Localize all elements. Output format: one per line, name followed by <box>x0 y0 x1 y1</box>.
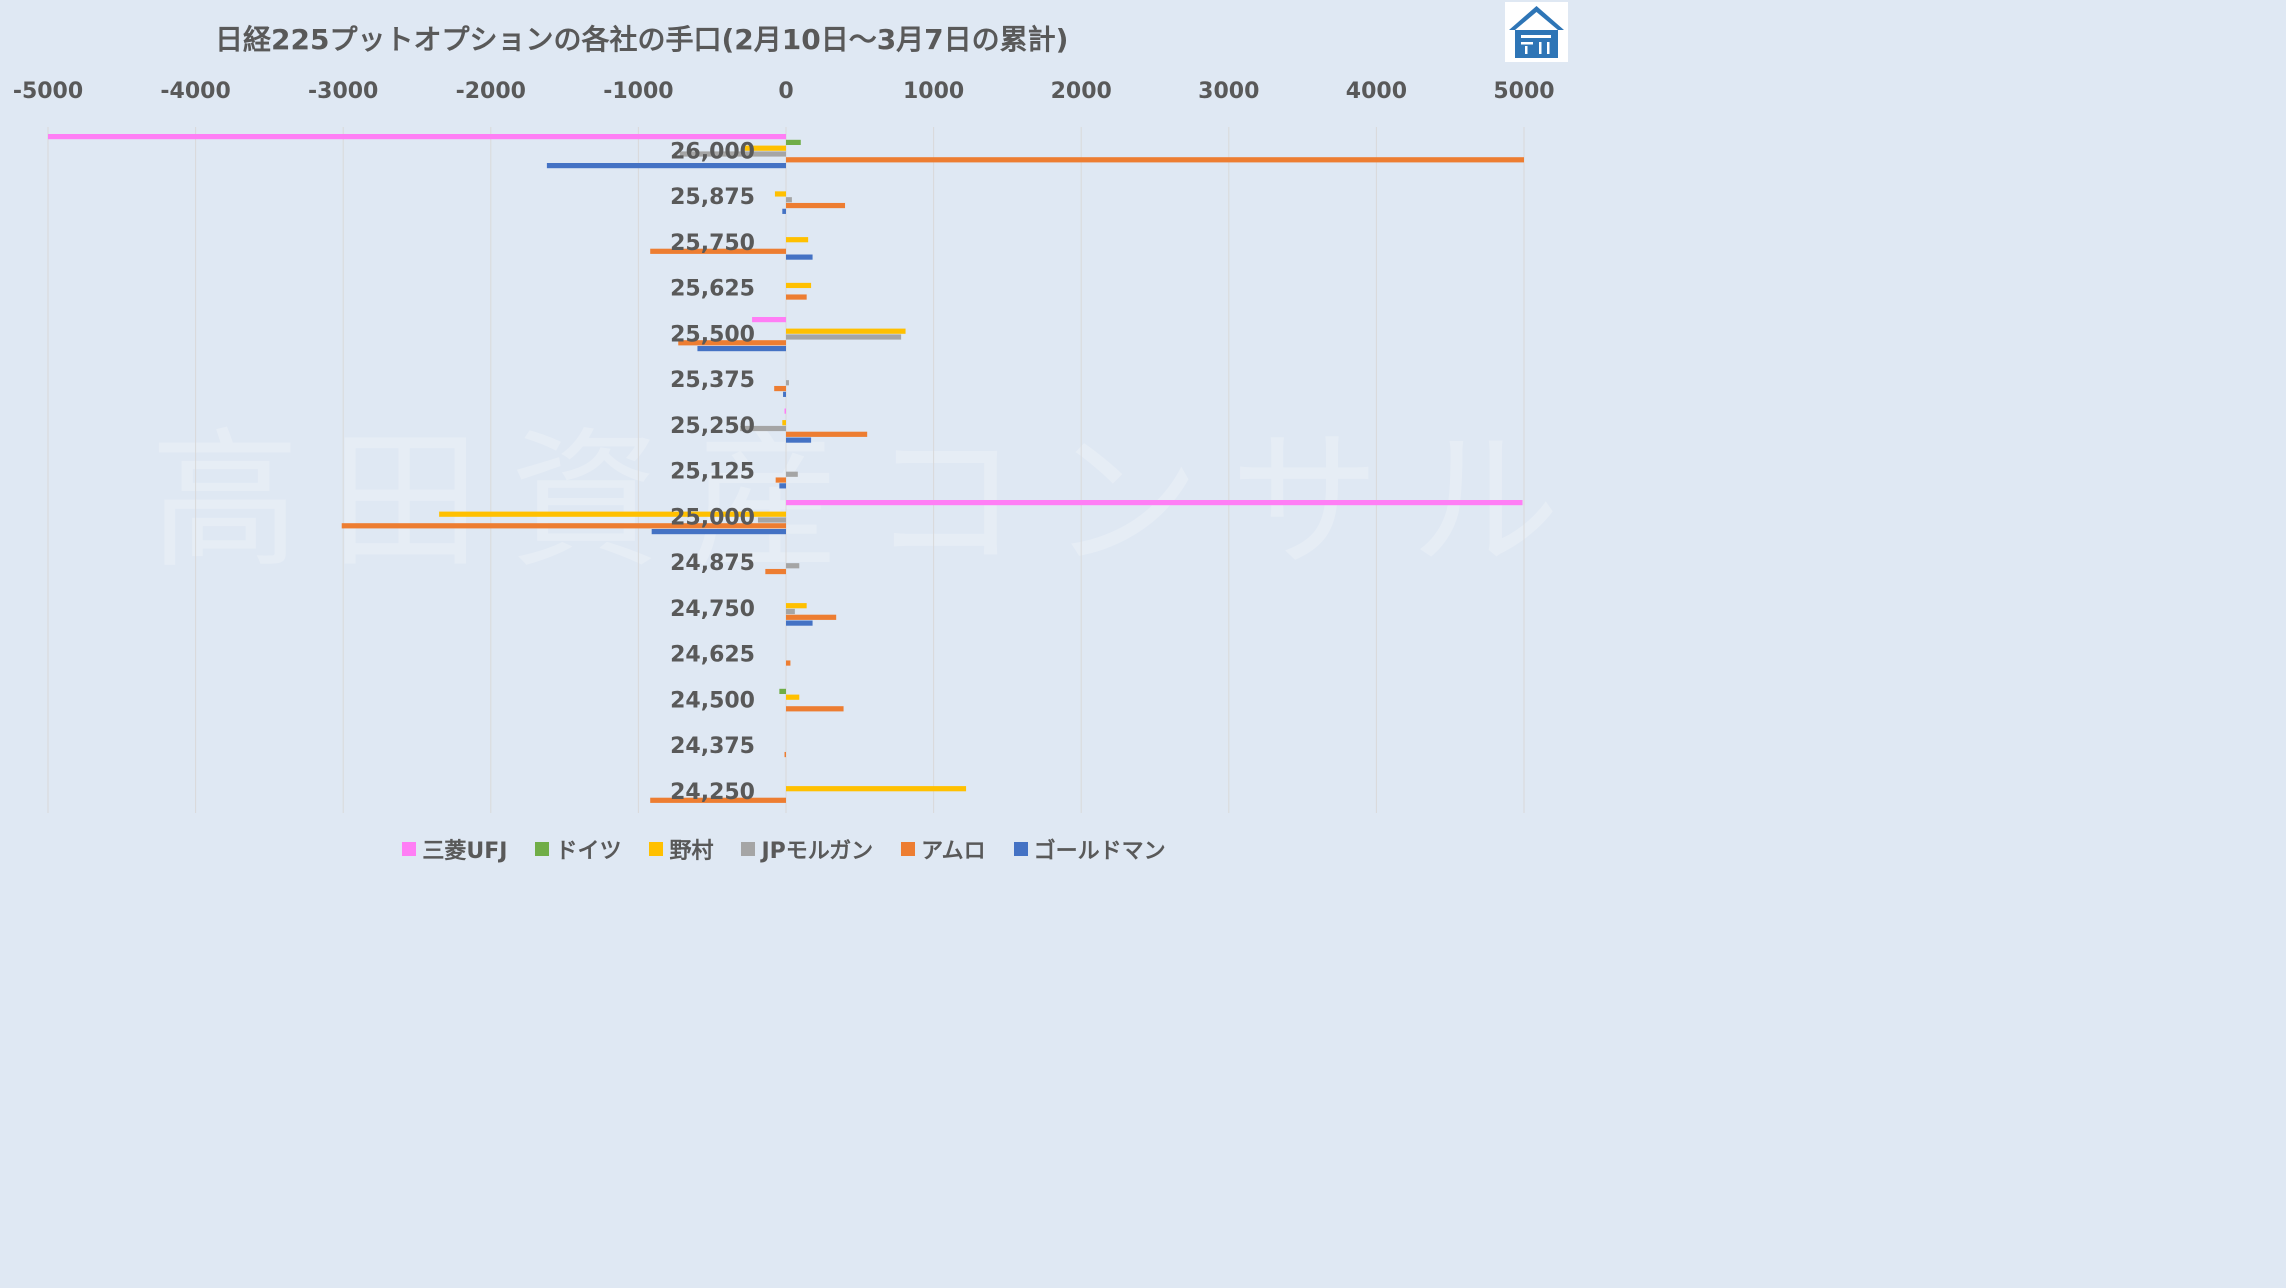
bar <box>775 477 786 483</box>
bar <box>786 139 801 145</box>
category-label: 25,875 <box>670 185 755 210</box>
bar <box>697 346 786 352</box>
x-tick-label: -3000 <box>308 79 378 104</box>
bar <box>650 797 786 803</box>
bar <box>784 751 786 758</box>
legend-item: JPモルガン <box>741 833 873 865</box>
bar <box>779 688 786 694</box>
bar <box>786 328 906 334</box>
category-label: 26,000 <box>670 139 755 164</box>
bar <box>786 603 807 609</box>
category-label: 25,750 <box>670 231 755 256</box>
bar <box>782 208 786 214</box>
bar <box>786 197 792 203</box>
legend-label: ゴールドマン <box>1033 839 1166 864</box>
category-label: 25,500 <box>670 322 755 347</box>
bar <box>546 163 786 169</box>
x-tick-label: 2000 <box>1051 79 1112 104</box>
legend-swatch <box>535 842 550 856</box>
bar <box>786 254 813 260</box>
x-tick-label: -4000 <box>160 79 230 104</box>
legend-item: ゴールドマン <box>1013 833 1166 865</box>
bar <box>786 334 902 340</box>
category-label: 24,875 <box>670 551 755 576</box>
x-tick-label: 4000 <box>1346 79 1407 104</box>
bar <box>757 517 786 523</box>
category-label: 24,250 <box>670 780 755 805</box>
bar <box>786 706 844 712</box>
bar <box>786 614 837 620</box>
legend-label: JPモルガン <box>761 839 874 864</box>
bar <box>679 151 786 157</box>
bar <box>678 340 786 346</box>
category-label: 24,750 <box>670 597 755 622</box>
x-tick-label: -5000 <box>13 79 83 104</box>
bar <box>786 563 800 569</box>
legend-swatch <box>649 842 664 856</box>
bar <box>779 483 786 489</box>
legend-swatch <box>402 842 417 856</box>
bar <box>786 437 812 443</box>
bar <box>786 202 846 209</box>
x-tick-label: 5000 <box>1493 79 1554 104</box>
bar <box>341 523 786 529</box>
bar <box>786 620 813 626</box>
legend-label: 三菱UFJ <box>422 839 508 864</box>
bar <box>782 420 786 426</box>
chart-title: 日経225プットオプションの各社の手口(2月10日～3月7日の累計) <box>215 23 1069 56</box>
legend: 三菱UFJ ドイツ 野村 JPモルガン アムロ ゴールドマン <box>0 833 1568 865</box>
bar <box>650 248 786 254</box>
chart-canvas: -5000 -4000 -3000 -2000 -1000 0 1000 2000 3000 40… <box>13 79 1555 813</box>
category-label: 25,250 <box>670 414 755 439</box>
category-label: 24,500 <box>670 688 755 713</box>
bar <box>765 568 786 575</box>
legend-item: 三菱UFJ <box>402 833 507 865</box>
bar <box>774 191 786 197</box>
category-label: 25,375 <box>670 368 755 393</box>
bar <box>744 145 786 151</box>
category-label: 24,375 <box>670 734 755 759</box>
bar <box>786 500 1523 506</box>
bar <box>783 391 786 397</box>
house-logo-icon <box>1505 2 1568 62</box>
x-tick-label: 0 <box>778 79 793 104</box>
legend-label: アムロ <box>921 839 986 864</box>
bar <box>786 157 1524 163</box>
x-tick-label: -2000 <box>456 79 526 104</box>
legend-swatch <box>1013 842 1028 856</box>
legend-label: 野村 <box>669 839 714 864</box>
bar <box>48 134 786 140</box>
bar <box>786 660 791 666</box>
bar <box>784 408 786 414</box>
legend-item: ドイツ <box>535 833 621 865</box>
category-label: 25,125 <box>670 460 755 485</box>
legend-label: ドイツ <box>555 839 622 864</box>
bar <box>774 385 786 392</box>
legend-swatch <box>901 842 916 856</box>
bar <box>439 511 786 517</box>
bar <box>786 694 800 700</box>
legend-swatch <box>741 842 756 856</box>
bar <box>786 237 809 243</box>
bar <box>786 608 795 615</box>
x-tick-label: 1000 <box>903 79 964 104</box>
bar <box>786 431 868 437</box>
bar <box>752 317 786 323</box>
x-tick-label: -1000 <box>603 79 673 104</box>
legend-item: アムロ <box>901 833 986 865</box>
bar <box>786 471 798 477</box>
legend-item: 野村 <box>649 833 713 865</box>
bar <box>740 425 786 432</box>
bar <box>786 282 812 289</box>
category-label: 25,625 <box>670 277 755 302</box>
x-tick-label: 3000 <box>1198 79 1259 104</box>
bar <box>786 786 967 792</box>
bar <box>786 380 789 386</box>
category-label: 25,000 <box>670 505 755 530</box>
bar <box>786 294 807 300</box>
bar <box>651 529 786 535</box>
category-label: 24,625 <box>670 643 755 668</box>
